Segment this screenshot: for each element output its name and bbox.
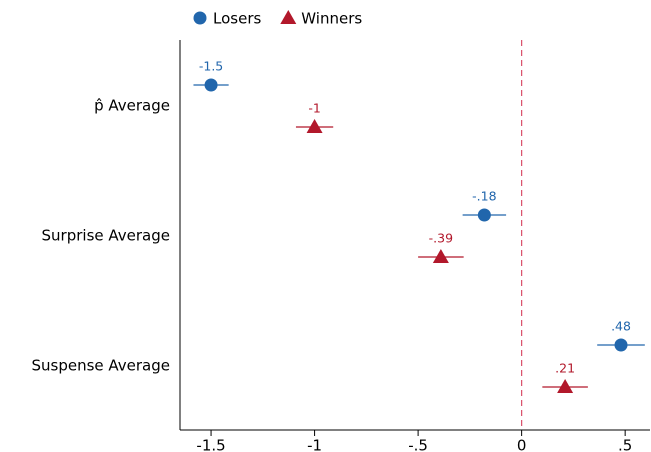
legend-marker [280,10,297,24]
value-label: .48 [611,319,631,334]
value-label: -.18 [472,189,496,204]
y-tick-label: p̂ Average [94,97,170,115]
value-label: -1 [308,101,320,116]
legend-label: Losers [213,10,261,28]
marker [432,249,449,263]
x-tick-label: -1 [307,437,322,452]
marker [477,208,491,222]
x-tick-label: 0 [517,437,527,452]
value-label: .21 [555,361,575,376]
marker [614,338,628,352]
x-tick-label: .5 [618,437,632,452]
y-tick-label: Suspense Average [31,357,170,375]
value-label: -.39 [429,231,453,246]
marker [204,78,218,92]
marker [306,119,323,133]
x-tick-label: -1.5 [196,437,225,452]
x-tick-label: -.5 [408,437,428,452]
marker [557,379,574,393]
y-tick-label: Surprise Average [42,227,170,245]
value-label: -1.5 [199,59,223,74]
legend-marker [193,11,207,25]
legend-label: Winners [301,10,362,28]
